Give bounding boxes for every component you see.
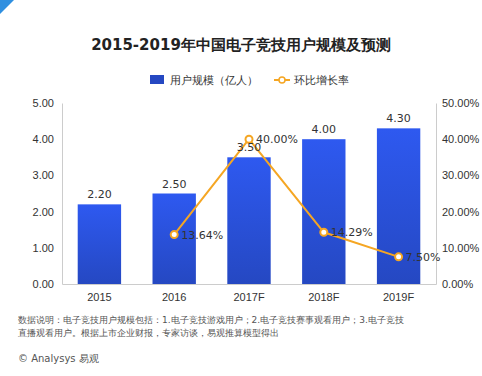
legend-swatch <box>150 75 164 84</box>
tick-label: 50.00% <box>442 97 480 109</box>
tick: 50.00% <box>436 97 480 109</box>
plot-marks <box>78 128 421 284</box>
x-axis: 2015 2016 2017F 2018F 2019F <box>63 284 437 303</box>
legend: 用户规模（亿人） 环比增长率 <box>150 74 349 87</box>
tick-label: 2.00 <box>33 206 54 218</box>
tick: 0.00 <box>33 278 62 290</box>
tick-label: 2018F <box>308 291 339 303</box>
data-label: 13.64% <box>181 229 223 242</box>
tick-label: 5.00 <box>33 97 54 109</box>
marker <box>395 253 402 260</box>
marker <box>320 229 327 236</box>
data-label: 4.00 <box>312 123 337 136</box>
axis-line <box>62 104 63 285</box>
corner-decoration <box>0 0 14 14</box>
tick: 4.00 <box>33 133 62 145</box>
tick: 5.00 <box>33 97 62 109</box>
data-label: 7.50% <box>406 251 441 264</box>
data-label: 40.00% <box>256 133 298 146</box>
tick: 1.00 <box>33 242 62 254</box>
tick-label: 2017F <box>233 291 264 303</box>
title: 2015-2019年中国电子竞技用户规模及预测 <box>91 36 391 54</box>
tick-label: 20.00% <box>442 206 480 218</box>
y-axis: 0.00 1.00 2.00 3.00 4.00 5.00 <box>33 97 63 290</box>
tick-label: 4.00 <box>33 133 54 145</box>
tick: 3.00 <box>33 169 62 181</box>
legend-label: 环比增长率 <box>294 74 349 87</box>
tick: 2018F <box>308 284 339 303</box>
tick-label: 2015 <box>87 291 111 303</box>
source: © Analysys 易观 <box>18 353 99 364</box>
tick-label: 2016 <box>162 291 186 303</box>
tick: 20.00% <box>436 206 480 218</box>
tick-label: 0.00 <box>33 278 54 290</box>
chart: 2015-2019年中国电子竞技用户规模及预测 0.00 1.00 2.00 3.00 4… <box>0 0 482 376</box>
footnote: 数据说明：电子竞技用户规模包括：1.电子竞技游戏用户；2.电子竞技赛事观看用户；… <box>18 315 404 325</box>
legend-marker <box>279 77 285 83</box>
tick: 2015 <box>87 284 111 303</box>
tick-label: 10.00% <box>442 242 480 254</box>
tick: 10.00% <box>436 242 480 254</box>
footnote: 直播观看用户。根据上市企业财报，专家访谈，易观推算模型得出 <box>18 328 279 338</box>
tick-label: 1.00 <box>33 242 54 254</box>
tick-label: 0.00% <box>442 278 473 290</box>
data-label: 2.20 <box>87 188 112 201</box>
data-label: 2.50 <box>162 178 187 191</box>
tick: 40.00% <box>436 133 480 145</box>
data-label: 4.30 <box>386 112 411 125</box>
tick: 2019F <box>383 284 414 303</box>
axis-line <box>63 284 437 285</box>
y2-axis: 0.00% 10.00% 20.00% 30.00% 40.00% 50.00% <box>436 97 480 290</box>
marker <box>171 231 178 238</box>
tick: 2016 <box>162 284 186 303</box>
tick-label: 30.00% <box>442 169 480 181</box>
legend-label: 用户规模（亿人） <box>170 74 258 87</box>
data-labels: 2.202.503.504.004.3013.64%40.00%14.29%7.… <box>87 112 440 264</box>
tick: 30.00% <box>436 169 480 181</box>
tick-label: 40.00% <box>442 133 480 145</box>
legend-item: 用户规模（亿人） <box>150 74 258 87</box>
bar <box>302 139 345 284</box>
tick: 2.00 <box>33 206 62 218</box>
tick: 2017F <box>233 284 264 303</box>
tick-label: 3.00 <box>33 169 54 181</box>
bar <box>227 157 270 284</box>
bar <box>78 204 121 284</box>
tick: 0.00% <box>436 278 473 290</box>
tick-label: 2019F <box>383 291 414 303</box>
legend-item: 环比增长率 <box>274 74 349 87</box>
data-label: 14.29% <box>331 226 373 239</box>
line <box>174 139 398 257</box>
